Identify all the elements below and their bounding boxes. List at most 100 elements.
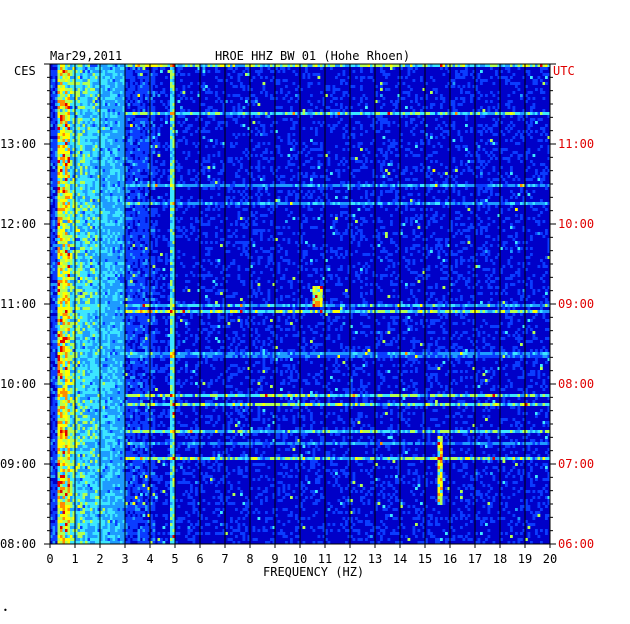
heatmap-cell	[65, 118, 68, 121]
heatmap-cell	[487, 160, 491, 163]
heatmap-cell	[137, 196, 141, 199]
heatmap-cell	[122, 67, 126, 70]
heatmap-cell	[485, 124, 488, 127]
heatmap-cell	[130, 196, 133, 199]
heatmap-cell	[232, 163, 236, 166]
heatmap-cell	[290, 169, 293, 172]
heatmap-cell	[215, 181, 218, 184]
heatmap-cell	[97, 121, 101, 124]
heatmap-cell	[245, 184, 248, 187]
heatmap-cell	[267, 202, 271, 205]
heatmap-cell	[430, 91, 433, 94]
heatmap-cell	[315, 175, 318, 178]
heatmap-cell	[282, 79, 286, 82]
heatmap-cell	[382, 103, 386, 106]
heatmap-cell	[100, 223, 103, 226]
heatmap-cell	[230, 184, 233, 187]
heatmap-cell	[450, 202, 453, 205]
heatmap-cell	[510, 196, 513, 199]
heatmap-cell	[142, 64, 146, 67]
heatmap-cell	[140, 238, 143, 241]
heatmap-cell	[512, 73, 516, 76]
heatmap-cell	[142, 223, 146, 226]
heatmap-cell	[437, 172, 441, 175]
heatmap-cell	[75, 184, 78, 187]
heatmap-cell	[100, 133, 103, 136]
heatmap-cell	[440, 175, 443, 178]
heatmap-cell	[95, 130, 98, 133]
heatmap-cell	[185, 130, 188, 133]
heatmap-cell	[92, 163, 96, 166]
heatmap-cell	[297, 187, 301, 190]
heatmap-cell	[517, 184, 521, 187]
heatmap-cell	[120, 169, 123, 172]
heatmap-cell	[487, 196, 491, 199]
heatmap-cell	[335, 190, 338, 193]
heatmap-cell	[260, 64, 263, 67]
heatmap-cell	[460, 70, 463, 73]
heatmap-cell	[367, 202, 371, 205]
heatmap-cell	[77, 136, 81, 139]
heatmap-cell	[197, 64, 201, 67]
heatmap-cell	[215, 127, 218, 130]
heatmap-cell	[152, 82, 156, 85]
heatmap-cell	[515, 85, 518, 88]
heatmap-cell	[385, 190, 388, 193]
heatmap-cell	[97, 208, 101, 211]
heatmap-cell	[110, 217, 113, 220]
heatmap-cell	[122, 82, 126, 85]
heatmap-cell	[177, 229, 181, 232]
heatmap-cell	[67, 211, 71, 214]
heatmap-cell	[90, 190, 93, 193]
heatmap-cell	[97, 151, 101, 154]
heatmap-cell	[135, 166, 138, 169]
heatmap-cell	[377, 199, 381, 202]
heatmap-cell	[282, 97, 286, 100]
heatmap-cell	[220, 169, 223, 172]
heatmap-cell	[380, 190, 383, 193]
heatmap-cell	[77, 64, 81, 67]
heatmap-cell	[195, 181, 198, 184]
heatmap-cell	[87, 187, 91, 190]
heatmap-cell	[80, 169, 83, 172]
heatmap-cell	[255, 97, 258, 100]
heatmap-cell	[50, 121, 53, 124]
heatmap-cell	[195, 238, 198, 241]
heatmap-cell	[155, 67, 158, 70]
heatmap-cell	[157, 235, 161, 238]
heatmap-cell	[107, 82, 111, 85]
heatmap-cell	[255, 202, 258, 205]
heatmap-cell	[535, 220, 538, 223]
heatmap-cell	[377, 115, 381, 118]
heatmap-cell	[115, 214, 118, 217]
heatmap-cell	[70, 67, 73, 70]
heatmap-cell	[147, 145, 151, 148]
heatmap-cell	[135, 178, 138, 181]
heatmap-cell	[107, 184, 111, 187]
heatmap-cell	[407, 70, 411, 73]
heatmap-cell	[105, 196, 108, 199]
heatmap-cell	[140, 169, 143, 172]
heatmap-cell	[75, 118, 78, 121]
heatmap-cell	[82, 184, 86, 187]
heatmap-cell	[347, 181, 351, 184]
heatmap-cell	[350, 223, 353, 226]
heatmap-cell	[435, 199, 438, 202]
heatmap-cell	[190, 184, 193, 187]
heatmap-cell	[50, 145, 53, 148]
heatmap-cell	[165, 238, 168, 241]
heatmap-cell	[345, 211, 348, 214]
heatmap-cell	[490, 202, 493, 205]
heatmap-cell	[420, 130, 423, 133]
heatmap-cell	[140, 193, 143, 196]
heatmap-cell	[295, 112, 298, 115]
heatmap-cell	[135, 154, 138, 157]
heatmap-cell	[375, 91, 378, 94]
heatmap-cell	[325, 106, 328, 109]
heatmap-cell	[470, 97, 473, 100]
heatmap-cell	[100, 115, 103, 118]
heatmap-cell	[90, 154, 93, 157]
heatmap-cell	[60, 127, 63, 130]
heatmap-cell	[97, 169, 101, 172]
heatmap-cell	[505, 79, 508, 82]
